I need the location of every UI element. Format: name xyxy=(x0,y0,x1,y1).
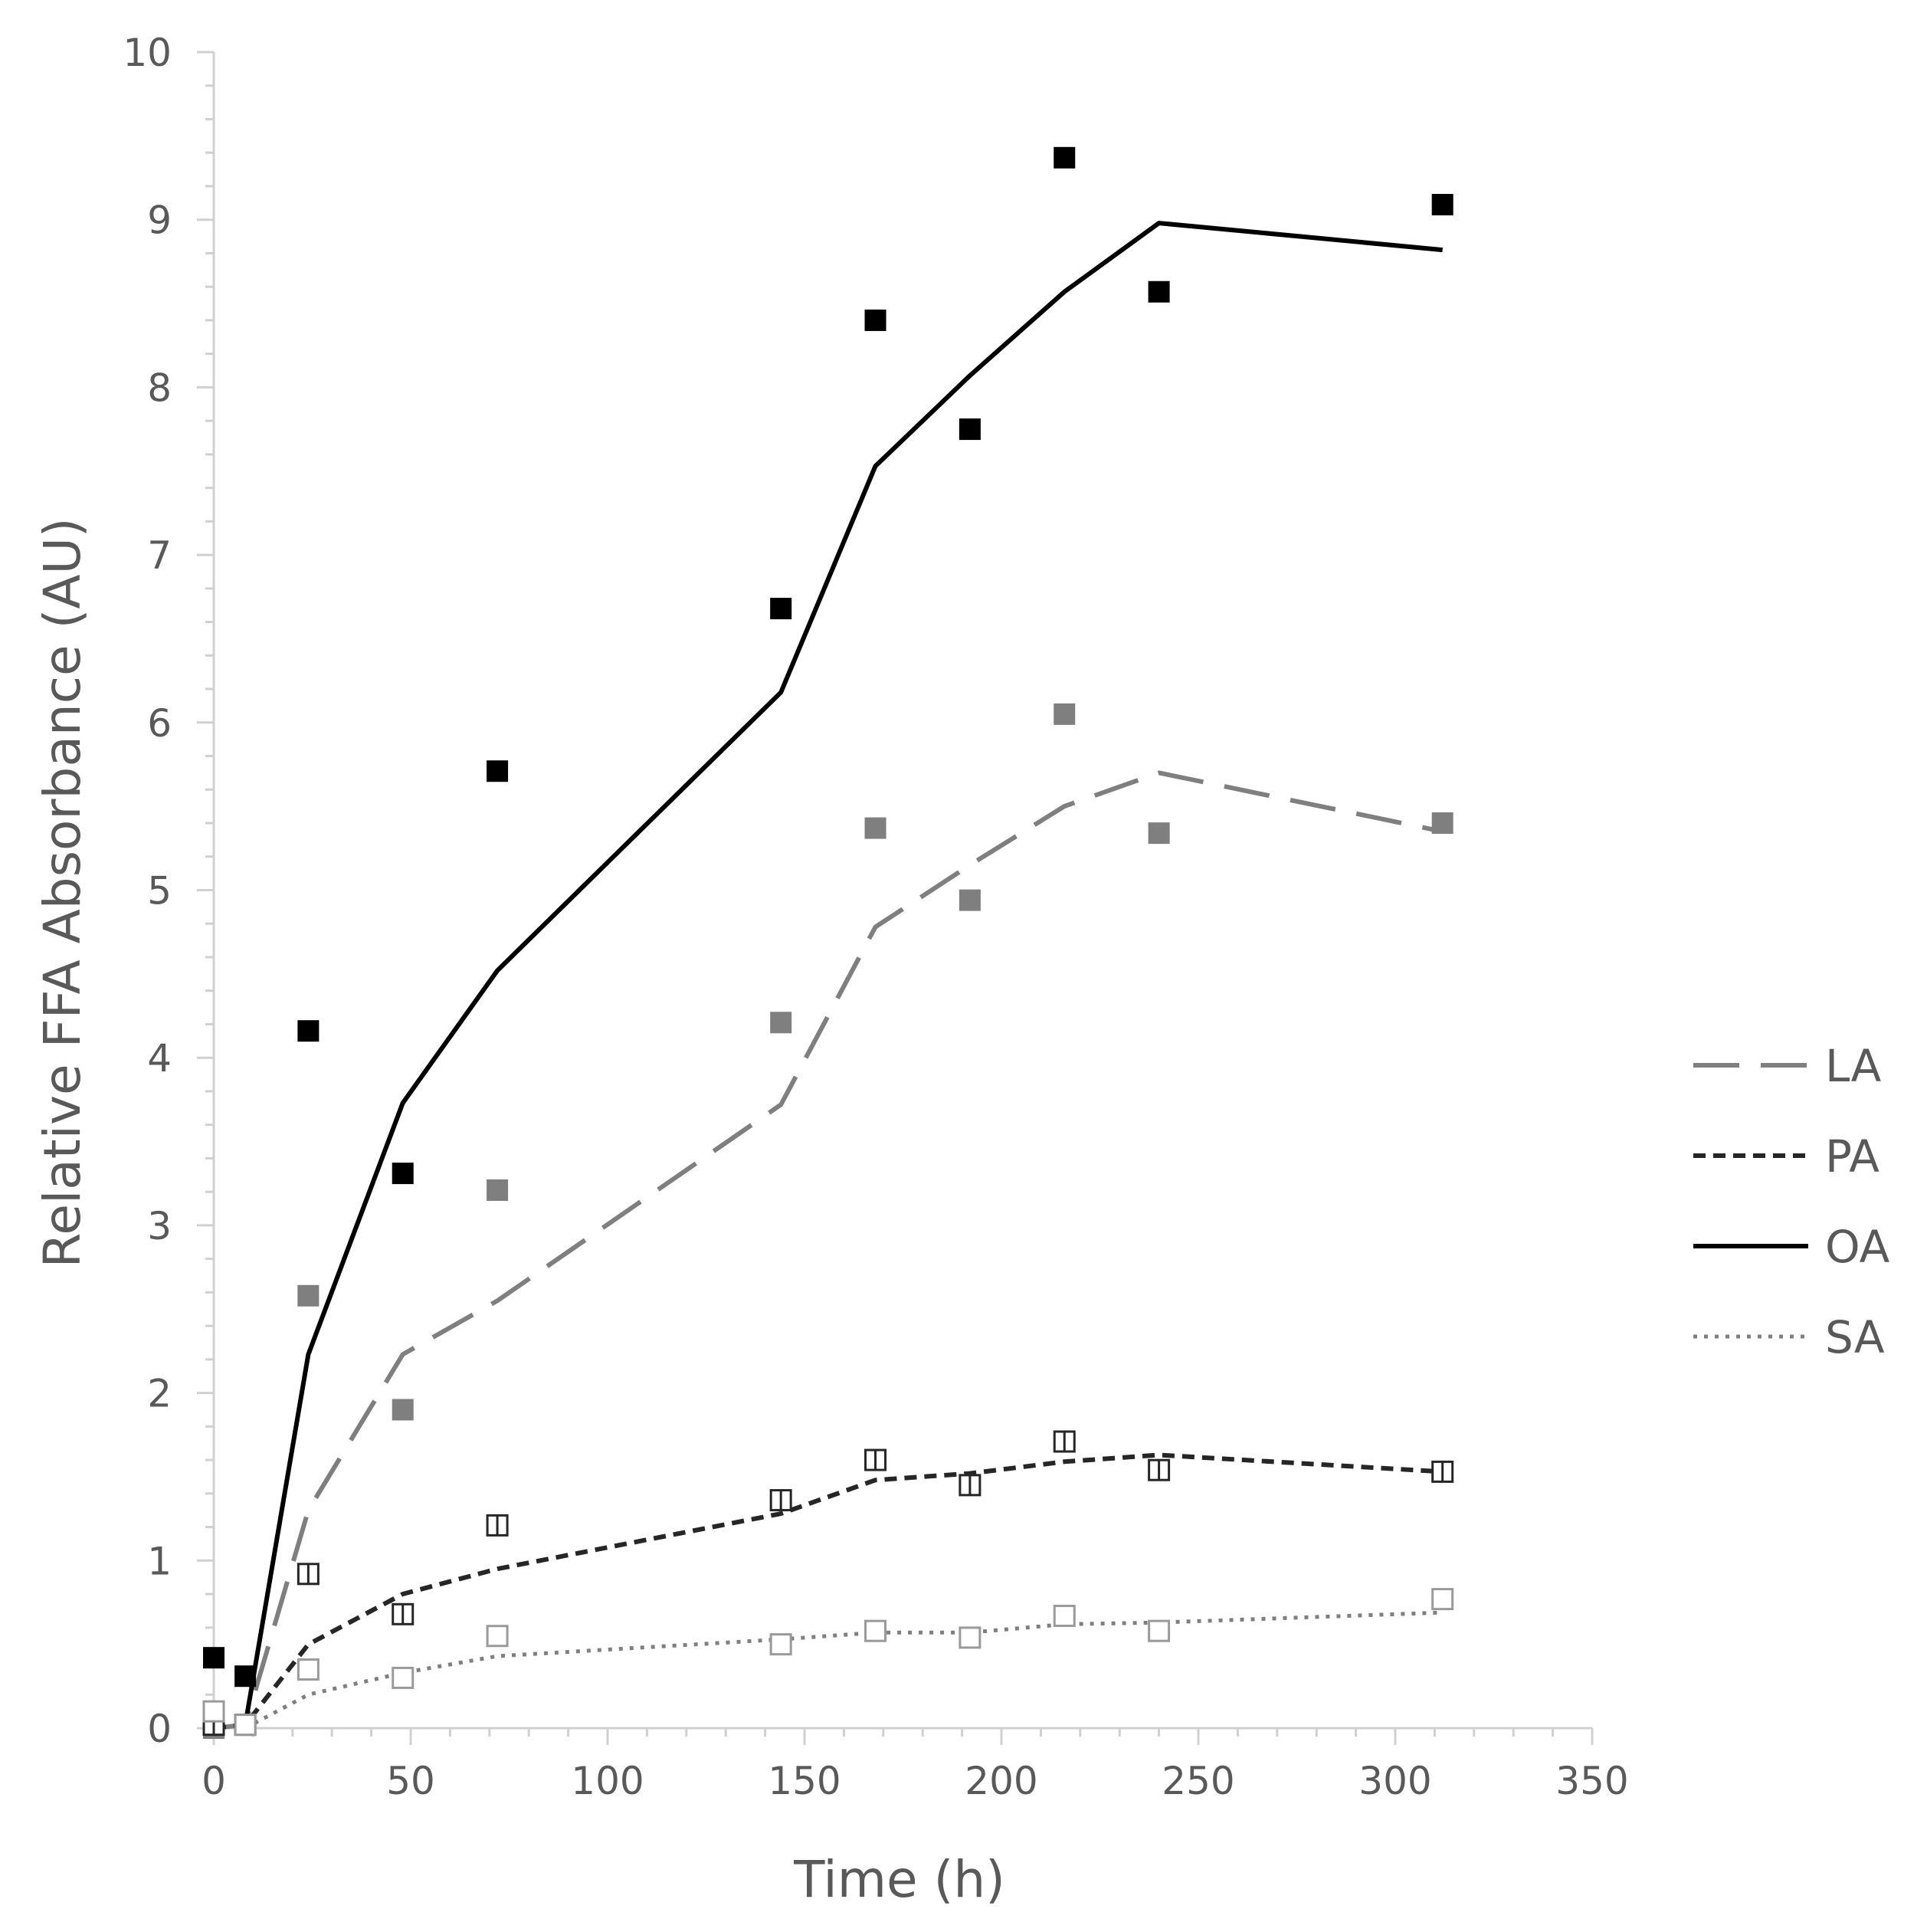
point-la xyxy=(770,1012,792,1034)
x-axis-title: Time (h) xyxy=(793,1850,1005,1909)
point-sa xyxy=(297,1658,320,1681)
point-oa xyxy=(1148,280,1170,303)
y-tick-label: 3 xyxy=(147,1204,172,1248)
x-tick-label: 50 xyxy=(386,1759,435,1803)
y-tick-label: 0 xyxy=(147,1707,172,1751)
legend-label-sa: SA xyxy=(1825,1311,1885,1363)
point-pa xyxy=(297,1563,320,1586)
point-oa xyxy=(1054,146,1076,169)
fit-line-pa xyxy=(213,1452,1443,1730)
data-points xyxy=(202,146,1454,1739)
x-tick-label: 200 xyxy=(965,1759,1037,1803)
fit-line-la xyxy=(213,770,1444,1730)
point-sa xyxy=(1053,1604,1076,1627)
point-oa xyxy=(487,760,509,782)
y-tick-label: 5 xyxy=(147,869,172,914)
legend: LA PA OA SA xyxy=(1693,1040,1890,1363)
y-tick-label: 6 xyxy=(147,701,172,746)
point-sa xyxy=(202,1700,225,1723)
point-la xyxy=(392,1399,414,1421)
point-la xyxy=(959,889,981,911)
fit-line-oa xyxy=(243,221,1443,1726)
y-tick-label: 10 xyxy=(123,31,172,75)
y-tick-label: 2 xyxy=(147,1372,172,1416)
point-oa xyxy=(297,1020,320,1042)
point-la xyxy=(864,817,886,839)
point-sa xyxy=(959,1626,982,1649)
point-sa xyxy=(1431,1588,1454,1611)
fit-lines xyxy=(213,221,1444,1730)
legend-label-oa: OA xyxy=(1825,1221,1890,1273)
point-la xyxy=(297,1284,320,1307)
x-tick-label: 250 xyxy=(1162,1759,1234,1803)
y-tick-label: 1 xyxy=(147,1539,172,1583)
legend-label-la: LA xyxy=(1825,1040,1882,1092)
point-sa xyxy=(769,1633,792,1656)
point-oa xyxy=(959,418,981,441)
x-tick-label: 150 xyxy=(768,1759,841,1803)
point-oa xyxy=(234,1665,257,1688)
point-sa xyxy=(486,1625,509,1648)
y-tick-label: 8 xyxy=(147,366,172,410)
point-la xyxy=(1148,822,1170,845)
point-pa xyxy=(959,1474,982,1497)
x-tick-label: 0 xyxy=(202,1759,226,1803)
point-sa xyxy=(392,1666,415,1689)
point-la xyxy=(487,1179,509,1201)
y-tick-label: 9 xyxy=(147,198,172,243)
point-pa xyxy=(1431,1460,1454,1483)
point-oa xyxy=(770,598,792,620)
tick-labels: 0 50 100 150 200 250 300 350 0 1 2 3 4 5 6 7 8 9 10 xyxy=(123,31,1628,1803)
point-pa xyxy=(1053,1430,1076,1453)
point-pa xyxy=(486,1514,509,1537)
point-oa xyxy=(392,1163,414,1185)
point-la xyxy=(1431,812,1453,835)
x-tick-label: 300 xyxy=(1358,1759,1431,1803)
point-oa xyxy=(203,1647,224,1669)
y-axis-title: Relative FFA Absorbance (AU) xyxy=(33,517,92,1268)
x-tick-label: 350 xyxy=(1555,1759,1628,1803)
point-oa xyxy=(864,309,886,331)
legend-label-pa: PA xyxy=(1825,1130,1879,1182)
fit-line-sa xyxy=(244,1610,1443,1730)
point-pa xyxy=(769,1489,792,1512)
point-sa xyxy=(864,1619,887,1642)
point-pa xyxy=(864,1448,887,1471)
point-pa xyxy=(1148,1458,1171,1481)
point-la xyxy=(1054,703,1076,725)
point-sa xyxy=(234,1714,257,1737)
point-oa xyxy=(1431,194,1453,216)
point-pa xyxy=(392,1602,415,1625)
y-tick-label: 4 xyxy=(147,1036,172,1081)
x-tick-label: 100 xyxy=(571,1759,644,1803)
y-tick-label: 7 xyxy=(147,533,172,578)
point-sa xyxy=(1148,1619,1171,1642)
